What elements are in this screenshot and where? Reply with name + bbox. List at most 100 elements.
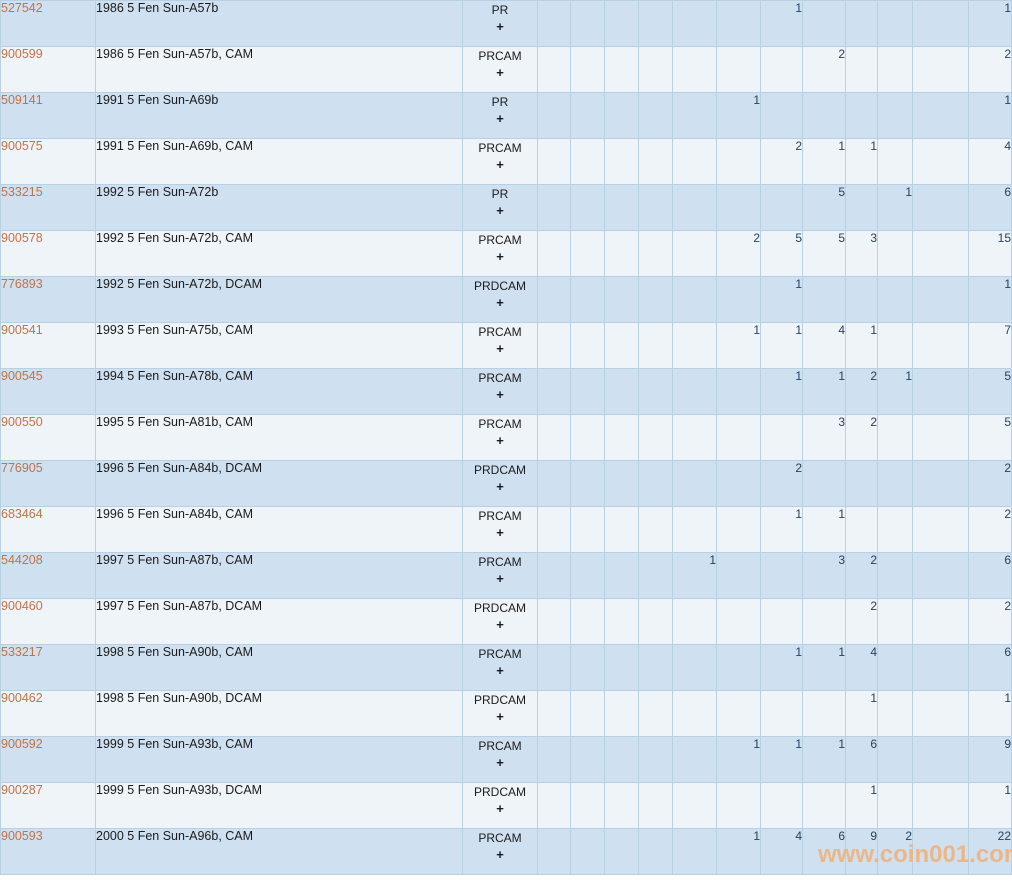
- cell-certification-id[interactable]: 533215: [0, 184, 96, 231]
- grade-label: PRCAM: [478, 141, 522, 155]
- cell-grade-count: 1: [672, 552, 717, 599]
- cell-certification-id[interactable]: 900593: [0, 828, 96, 875]
- cell-certification-id[interactable]: 533217: [0, 644, 96, 691]
- table-row: 900550 1995 5 Fen Sun-A81b, CAM PRCAM +3 2 5: [0, 414, 1012, 461]
- cell-total: 5: [968, 368, 1012, 415]
- cell-grade-count: [604, 644, 639, 691]
- cell-coin-description: 1993 5 Fen Sun-A75b, CAM: [95, 322, 463, 369]
- cell-total: 1: [968, 92, 1012, 139]
- cell-grade-count: 5: [760, 230, 803, 277]
- certification-id-link[interactable]: 544208: [1, 553, 43, 567]
- cell-grade: PRDCAM +: [462, 690, 538, 737]
- cell-grade-count: 1: [760, 368, 803, 415]
- cell-certification-id[interactable]: 900575: [0, 138, 96, 185]
- cell-grade-count: [672, 184, 717, 231]
- cell-coin-description: 1996 5 Fen Sun-A84b, DCAM: [95, 460, 463, 507]
- cell-grade-count: 1: [802, 506, 846, 553]
- certification-id-link[interactable]: 900593: [1, 829, 43, 843]
- cell-certification-id[interactable]: 544208: [0, 552, 96, 599]
- cell-certification-id[interactable]: 900545: [0, 368, 96, 415]
- cell-grade-count: 2: [877, 828, 913, 875]
- cell-certification-id[interactable]: 900592: [0, 736, 96, 783]
- cell-certification-id[interactable]: 900550: [0, 414, 96, 461]
- cell-grade-count: 3: [845, 230, 878, 277]
- certification-id-link[interactable]: 683464: [1, 507, 43, 521]
- cell-certification-id[interactable]: 900287: [0, 782, 96, 829]
- cell-grade-count: [760, 598, 803, 645]
- certification-id-link[interactable]: 900545: [1, 369, 43, 383]
- cell-grade-count: [672, 690, 717, 737]
- cell-grade-count: [912, 552, 969, 599]
- cell-total: 6: [968, 184, 1012, 231]
- plus-icon: +: [496, 754, 504, 770]
- cell-certification-id[interactable]: 683464: [0, 506, 96, 553]
- certification-id-link[interactable]: 900541: [1, 323, 43, 337]
- table-row: 900592 1999 5 Fen Sun-A93b, CAM PRCAM +1 1 1 6…: [0, 736, 1012, 783]
- cell-grade-count: [604, 184, 639, 231]
- cell-grade: PRCAM +: [462, 644, 538, 691]
- cell-certification-id[interactable]: 900462: [0, 690, 96, 737]
- plus-icon: +: [496, 800, 504, 816]
- certification-id-link[interactable]: 527542: [1, 1, 43, 15]
- cell-grade-count: [912, 138, 969, 185]
- cell-certification-id[interactable]: 776893: [0, 276, 96, 323]
- cell-certification-id[interactable]: 527542: [0, 0, 96, 47]
- cell-coin-description: 1992 5 Fen Sun-A72b: [95, 184, 463, 231]
- cell-certification-id[interactable]: 776905: [0, 460, 96, 507]
- plus-icon: +: [496, 846, 504, 862]
- cell-certification-id[interactable]: 900541: [0, 322, 96, 369]
- cell-grade-count: [672, 322, 717, 369]
- certification-id-link[interactable]: 900599: [1, 47, 43, 61]
- plus-icon: +: [496, 708, 504, 724]
- certification-id-link[interactable]: 900578: [1, 231, 43, 245]
- cell-grade: PRDCAM +: [462, 598, 538, 645]
- cell-certification-id[interactable]: 509141: [0, 92, 96, 139]
- cell-grade-count: 1: [716, 92, 761, 139]
- cell-grade-count: [672, 506, 717, 553]
- cell-certification-id[interactable]: 900578: [0, 230, 96, 277]
- cell-grade-count: [570, 598, 605, 645]
- cell-certification-id[interactable]: 900460: [0, 598, 96, 645]
- plus-icon: +: [496, 156, 504, 172]
- cell-grade-count: [570, 138, 605, 185]
- cell-grade-count: [672, 230, 717, 277]
- certification-id-link[interactable]: 533217: [1, 645, 43, 659]
- cell-grade-count: [570, 368, 605, 415]
- certification-id-link[interactable]: 776905: [1, 461, 43, 475]
- grade-label: PRCAM: [478, 417, 522, 431]
- certification-id-link[interactable]: 900460: [1, 599, 43, 613]
- cell-grade-count: [802, 460, 846, 507]
- cell-grade-count: [716, 184, 761, 231]
- certification-id-link[interactable]: 900550: [1, 415, 43, 429]
- cell-grade-count: [912, 414, 969, 461]
- certification-id-link[interactable]: 533215: [1, 185, 43, 199]
- cell-grade-count: [604, 138, 639, 185]
- cell-grade-count: [760, 414, 803, 461]
- cell-grade-count: 4: [802, 322, 846, 369]
- cell-grade-count: [877, 690, 913, 737]
- cell-coin-description: 1992 5 Fen Sun-A72b, DCAM: [95, 276, 463, 323]
- cell-grade-count: [845, 506, 878, 553]
- plus-icon: +: [496, 662, 504, 678]
- certification-id-link[interactable]: 900592: [1, 737, 43, 751]
- cell-total: 2: [968, 46, 1012, 93]
- certification-id-link[interactable]: 900287: [1, 783, 43, 797]
- cell-total: 4: [968, 138, 1012, 185]
- cell-grade-count: [912, 828, 969, 875]
- certification-id-link[interactable]: 900575: [1, 139, 43, 153]
- certification-id-link[interactable]: 776893: [1, 277, 43, 291]
- cell-grade-count: [604, 368, 639, 415]
- certification-id-link[interactable]: 509141: [1, 93, 43, 107]
- table-row: 544208 1997 5 Fen Sun-A87b, CAM PRCAM +1 3 2 6: [0, 552, 1012, 599]
- cell-grade-count: [604, 230, 639, 277]
- cell-grade: PRCAM +: [462, 828, 538, 875]
- cell-grade-count: 2: [760, 138, 803, 185]
- certification-id-link[interactable]: 900462: [1, 691, 43, 705]
- cell-grade-count: [716, 0, 761, 47]
- cell-certification-id[interactable]: 900599: [0, 46, 96, 93]
- cell-grade-count: [638, 598, 673, 645]
- cell-grade-count: [912, 690, 969, 737]
- cell-grade-count: 1: [716, 828, 761, 875]
- cell-grade-count: [570, 46, 605, 93]
